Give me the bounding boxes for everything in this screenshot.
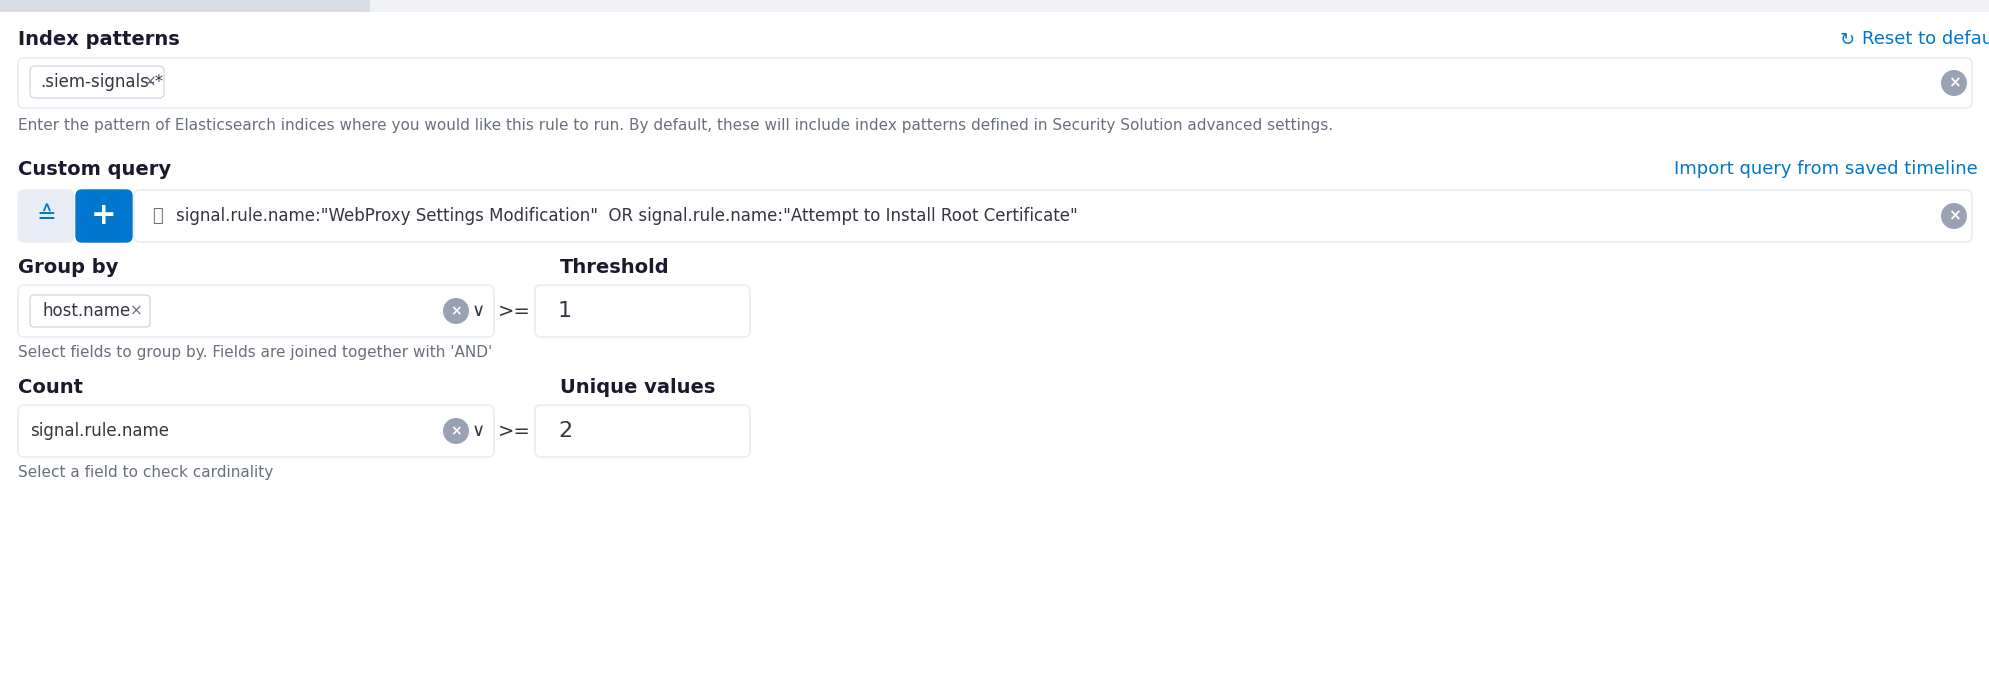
- Circle shape: [444, 418, 469, 444]
- FancyBboxPatch shape: [535, 285, 750, 337]
- Text: >=: >=: [497, 421, 531, 441]
- Text: Select a field to check cardinality: Select a field to check cardinality: [18, 465, 272, 480]
- Text: ↻: ↻: [1840, 31, 1854, 49]
- Text: Group by: Group by: [18, 258, 117, 277]
- Text: 🔍: 🔍: [151, 207, 163, 225]
- Circle shape: [1939, 203, 1965, 229]
- Text: 1: 1: [557, 301, 573, 321]
- FancyBboxPatch shape: [0, 0, 1989, 12]
- Text: Custom query: Custom query: [18, 160, 171, 179]
- Text: ×: ×: [129, 303, 143, 318]
- Text: host.name: host.name: [42, 302, 129, 320]
- Text: Threshold: Threshold: [559, 258, 668, 277]
- Text: .siem-signals-*: .siem-signals-*: [40, 73, 163, 91]
- FancyBboxPatch shape: [0, 0, 370, 12]
- FancyBboxPatch shape: [535, 405, 750, 457]
- Text: ×: ×: [1947, 209, 1959, 224]
- Text: signal.rule.name:"WebProxy Settings Modification"  OR signal.rule.name:"Attempt : signal.rule.name:"WebProxy Settings Modi…: [175, 207, 1078, 225]
- FancyBboxPatch shape: [30, 66, 163, 98]
- Text: Import query from saved timeline: Import query from saved timeline: [1673, 160, 1977, 178]
- Text: ×: ×: [1947, 76, 1959, 91]
- Text: Reset to default index patterns: Reset to default index patterns: [1862, 30, 1989, 48]
- Text: Enter the pattern of Elasticsearch indices where you would like this rule to run: Enter the pattern of Elasticsearch indic…: [18, 118, 1333, 133]
- Text: ×: ×: [143, 74, 157, 89]
- FancyBboxPatch shape: [133, 190, 1971, 242]
- Text: ×: ×: [450, 304, 461, 318]
- Text: Index patterns: Index patterns: [18, 30, 179, 49]
- FancyBboxPatch shape: [18, 58, 1971, 108]
- Text: >=: >=: [497, 301, 531, 321]
- Text: ×: ×: [450, 424, 461, 438]
- Text: +: +: [91, 201, 117, 231]
- Text: Unique values: Unique values: [559, 378, 714, 397]
- FancyBboxPatch shape: [30, 295, 149, 327]
- Text: signal.rule.name: signal.rule.name: [30, 422, 169, 440]
- Text: ∨: ∨: [471, 302, 483, 320]
- Text: 2: 2: [557, 421, 573, 441]
- Text: Select fields to group by. Fields are joined together with 'AND': Select fields to group by. Fields are jo…: [18, 345, 491, 360]
- Circle shape: [1939, 70, 1965, 96]
- Text: Count: Count: [18, 378, 84, 397]
- FancyBboxPatch shape: [18, 190, 74, 242]
- FancyBboxPatch shape: [76, 190, 131, 242]
- FancyBboxPatch shape: [18, 285, 493, 337]
- Text: ≙: ≙: [36, 204, 56, 228]
- Text: ∨: ∨: [471, 422, 483, 440]
- FancyBboxPatch shape: [18, 405, 493, 457]
- Circle shape: [444, 298, 469, 324]
